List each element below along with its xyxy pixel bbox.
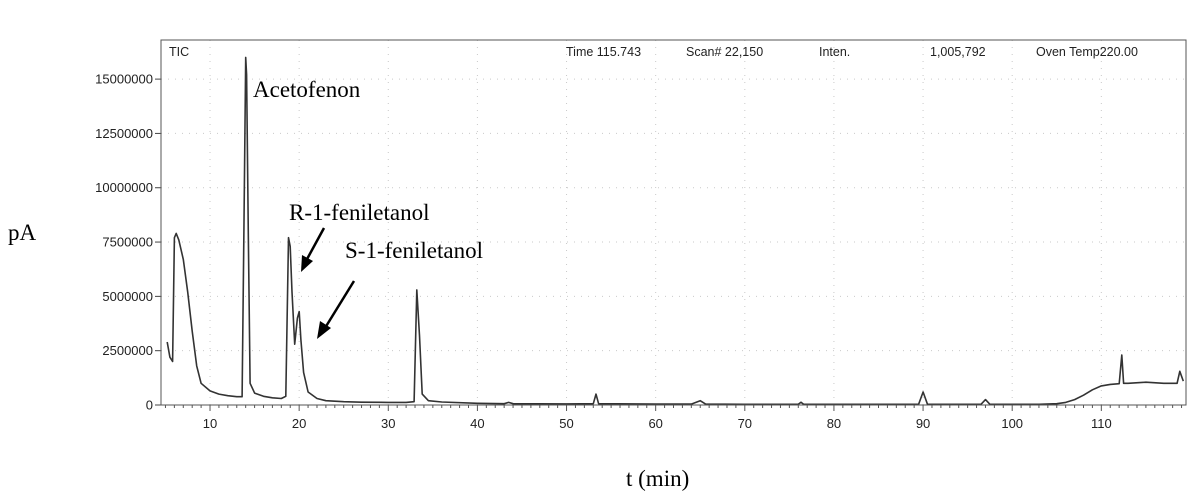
header-time: Time 115.743 bbox=[566, 45, 641, 59]
arrow-s-1-feniletanol bbox=[317, 280, 356, 339]
annotation-r-1-feniletanol: R-1-feniletanol bbox=[289, 200, 430, 225]
x-tick-label: 100 bbox=[1001, 416, 1023, 431]
x-tick-label: 70 bbox=[738, 416, 752, 431]
y-tick-label: 12500000 bbox=[95, 126, 153, 141]
x-tick-label: 40 bbox=[470, 416, 484, 431]
header-scan: Scan# 22,150 bbox=[686, 45, 763, 59]
header-inten-value: 1,005,792 bbox=[930, 45, 986, 59]
annotation-acetofenon: Acetofenon bbox=[253, 77, 361, 102]
x-tick-label: 20 bbox=[292, 416, 306, 431]
y-tick-label: 2500000 bbox=[102, 343, 153, 358]
header-inten-label: Inten. bbox=[819, 45, 850, 59]
x-tick-label: 80 bbox=[827, 416, 841, 431]
y-tick-label: 0 bbox=[146, 398, 153, 413]
plot-frame bbox=[160, 39, 1187, 406]
x-tick-label: 90 bbox=[916, 416, 930, 431]
y-tick-label: 5000000 bbox=[102, 289, 153, 304]
y-tick-label: 10000000 bbox=[95, 180, 153, 195]
header-tic: TIC bbox=[169, 45, 189, 59]
header-oven-temp: Oven Temp220.00 bbox=[1036, 45, 1138, 59]
y-ticks: 0 2500000 5000000 7500000 10000000 12500000 15… bbox=[95, 72, 161, 413]
x-tick-label: 110 bbox=[1091, 416, 1112, 431]
y-tick-label: 7500000 bbox=[102, 235, 153, 250]
x-tick-label: 10 bbox=[203, 416, 217, 431]
x-axis-label: t (min) bbox=[626, 466, 689, 491]
y-tick-label: 15000000 bbox=[95, 72, 153, 87]
x-tick-label: 60 bbox=[648, 416, 662, 431]
x-ticks: 10 20 30 40 50 60 70 80 90 100 110 bbox=[164, 405, 1183, 431]
y-axis-label: pA bbox=[8, 220, 37, 245]
x-tick-label: 30 bbox=[381, 416, 395, 431]
x-tick-label: 50 bbox=[559, 416, 573, 431]
chromatogram-trace bbox=[166, 56, 1185, 406]
annotation-s-1-feniletanol: S-1-feniletanol bbox=[345, 238, 483, 263]
grid-layer bbox=[161, 40, 1186, 405]
arrow-r-1-feniletanol bbox=[301, 227, 326, 272]
